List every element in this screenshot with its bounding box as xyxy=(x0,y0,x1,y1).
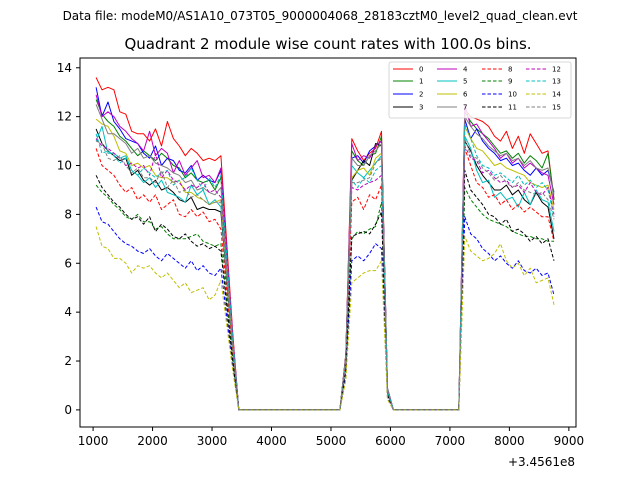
y-tick-label: 2 xyxy=(64,354,72,368)
y-tick-label: 6 xyxy=(64,256,72,270)
x-tick-label: 1000 xyxy=(78,434,109,448)
legend-label-11: 11 xyxy=(508,104,517,112)
x-tick-label: 2000 xyxy=(137,434,168,448)
legend-label-4: 4 xyxy=(463,66,468,74)
legend-label-0: 0 xyxy=(419,66,423,74)
plot-frame xyxy=(79,57,577,428)
y-axis: 0 2 4 6 8 10 12 14 xyxy=(57,61,80,417)
x-tick-label: 9000 xyxy=(554,434,585,448)
legend-label-15: 15 xyxy=(552,104,561,112)
chart-suptitle: Data file: modeM0/AS1A10_073T05_90000040… xyxy=(63,9,578,23)
series-line-9 xyxy=(95,184,554,411)
legend-label-3: 3 xyxy=(419,104,423,112)
legend-label-1: 1 xyxy=(419,78,423,86)
legend-label-12: 12 xyxy=(552,66,561,74)
x-tick-label: 5000 xyxy=(316,434,347,448)
x-tick-label: 8000 xyxy=(494,434,525,448)
chart-title: Quadrant 2 module wise count rates with … xyxy=(124,35,531,53)
legend-label-6: 6 xyxy=(463,91,468,99)
y-tick-label: 12 xyxy=(57,110,72,124)
legend-label-10: 10 xyxy=(508,91,517,99)
y-tick-label: 10 xyxy=(57,159,72,173)
legend-label-7: 7 xyxy=(463,104,467,112)
series-line-8 xyxy=(95,147,555,411)
legend-label-8: 8 xyxy=(508,66,512,74)
legend-label-13: 13 xyxy=(552,78,561,86)
x-tick-label: 3000 xyxy=(197,434,228,448)
series-layer xyxy=(95,77,555,411)
y-tick-label: 0 xyxy=(64,403,72,417)
x-tick-label: 7000 xyxy=(435,434,466,448)
series-line-11 xyxy=(95,169,555,411)
y-tick-label: 4 xyxy=(64,305,72,319)
x-tick-label: 6000 xyxy=(375,434,406,448)
x-offset-label: +3.4561e8 xyxy=(508,455,575,469)
x-axis: 1000 2000 3000 4000 5000 6000 7000 8000 9000 xyxy=(78,427,584,448)
legend-box xyxy=(388,61,572,119)
x-tick-label: 4000 xyxy=(256,434,287,448)
legend-label-5: 5 xyxy=(463,78,467,86)
legend-label-2: 2 xyxy=(419,91,423,99)
legend-label-9: 9 xyxy=(508,78,512,86)
y-tick-label: 14 xyxy=(57,61,72,75)
series-line-15 xyxy=(95,138,555,411)
y-tick-label: 8 xyxy=(64,207,72,221)
legend-label-14: 14 xyxy=(552,91,561,99)
